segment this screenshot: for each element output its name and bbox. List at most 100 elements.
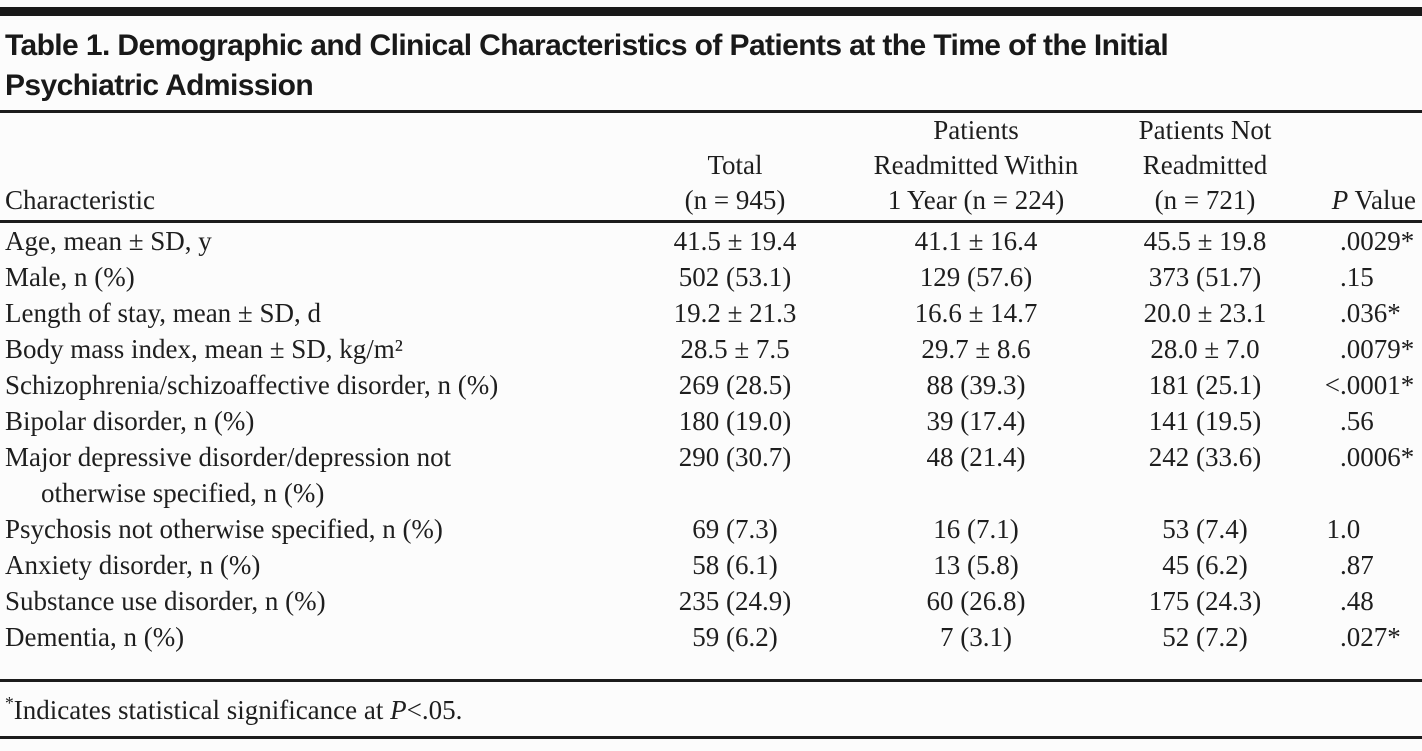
p-value-integer-part: 1 [1326, 514, 1341, 544]
characteristic-cell: Length of stay, mean ± SD, d [5, 298, 322, 328]
total-cell: 58 (6.1) [692, 550, 778, 580]
p-value-decimal-part: .15 [1340, 262, 1374, 292]
characteristic-cell: Bipolar disorder, n (%) [5, 406, 255, 436]
p-value-decimal-part: .027* [1340, 622, 1401, 652]
column-header-p-value: P Value [1310, 113, 1422, 223]
characteristic-cell: Male, n (%) [5, 262, 135, 292]
table-row: Psychosis not otherwise specified, n (%)… [0, 511, 1422, 547]
readmitted-cell: 16.6 ± 14.7 [914, 298, 1038, 328]
table-row: Schizophrenia/schizoaffective disorder, … [0, 367, 1422, 403]
p-value-decimal-part: .87 [1340, 550, 1374, 580]
column-header-total: Total (n = 945) [618, 113, 852, 223]
characteristic-cell: Schizophrenia/schizoaffective disorder, … [5, 370, 499, 400]
not-readmitted-cell: 181 (25.1) [1148, 370, 1262, 400]
p-value-cell: .027* [1310, 619, 1422, 655]
p-value-cell: .036* [1310, 295, 1422, 331]
characteristic-cell: Major depressive disorder/depression not… [5, 442, 452, 508]
characteristics-table: Characteristic Total (n = 945) Patients … [0, 113, 1422, 655]
p-value-cell: .48 [1310, 583, 1422, 619]
footnote-rule [0, 679, 1422, 682]
p-value-label: Value [1348, 185, 1417, 215]
total-cell: 69 (7.3) [692, 514, 778, 544]
not-readmitted-cell: 175 (24.3) [1148, 586, 1262, 616]
table-row: Anxiety disorder, n (%) 58 (6.1) 13 (5.8… [0, 547, 1422, 583]
p-value-cell: .15 [1310, 259, 1422, 295]
table-body: Age, mean ± SD, y 41.5 ± 19.4 41.1 ± 16.… [0, 222, 1422, 656]
p-value-cell: .0079* [1310, 331, 1422, 367]
p-value-cell: .0029* [1310, 222, 1422, 260]
footnote-asterisk: * [5, 693, 14, 713]
footnote-p-symbol: P [390, 695, 407, 725]
readmitted-cell: 29.7 ± 8.6 [921, 334, 1031, 364]
p-value-decimal-part: .0 [1340, 514, 1361, 544]
table-row: Dementia, n (%) 59 (6.2) 7 (3.1) 52 (7.2… [0, 619, 1422, 655]
characteristic-cell: Age, mean ± SD, y [5, 226, 212, 256]
p-value-decimal-part: .48 [1340, 586, 1374, 616]
table-row: Bipolar disorder, n (%) 180 (19.0) 39 (1… [0, 403, 1422, 439]
p-symbol: P [1331, 185, 1349, 215]
table-row: Age, mean ± SD, y 41.5 ± 19.4 41.1 ± 16.… [0, 222, 1422, 260]
table-row: Length of stay, mean ± SD, d 19.2 ± 21.3… [0, 295, 1422, 331]
column-header-not-readmitted: Patients Not Readmitted (n = 721) [1100, 113, 1310, 223]
not-readmitted-cell: 52 (7.2) [1162, 622, 1248, 652]
not-readmitted-cell: 373 (51.7) [1148, 262, 1262, 292]
table-title: Table 1. Demographic and Clinical Charac… [5, 29, 1169, 102]
table-row: Substance use disorder, n (%) 235 (24.9)… [0, 583, 1422, 619]
not-readmitted-cell: 53 (7.4) [1162, 514, 1248, 544]
total-cell: 41.5 ± 19.4 [673, 226, 797, 256]
table-row: Male, n (%) 502 (53.1) 129 (57.6) 373 (5… [0, 259, 1422, 295]
not-readmitted-cell: 141 (19.5) [1148, 406, 1262, 436]
column-header-readmitted: Patients Readmitted Within 1 Year (n = 2… [852, 113, 1100, 223]
bottom-rule [0, 736, 1422, 739]
p-value-decimal-part: .036* [1340, 298, 1401, 328]
not-readmitted-cell: 242 (33.6) [1148, 442, 1262, 472]
not-readmitted-cell: 45 (6.2) [1162, 550, 1248, 580]
p-value-cell: .87 [1310, 547, 1422, 583]
readmitted-cell: 39 (17.4) [926, 406, 1026, 436]
not-readmitted-cell: 28.0 ± 7.0 [1150, 334, 1260, 364]
table-row: Major depressive disorder/depression not… [0, 439, 1422, 511]
readmitted-cell: 48 (21.4) [926, 442, 1026, 472]
p-value-cell: 1.0 [1310, 511, 1422, 547]
p-value-decimal-part: .0006* [1340, 442, 1415, 472]
footnote-threshold: <.05. [406, 695, 463, 725]
total-cell: 269 (28.5) [678, 370, 792, 400]
top-rule-bar [0, 7, 1422, 16]
readmitted-cell: 60 (26.8) [926, 586, 1026, 616]
total-cell: 28.5 ± 7.5 [680, 334, 790, 364]
table-row: Body mass index, mean ± SD, kg/m² 28.5 ±… [0, 331, 1422, 367]
total-cell: 235 (24.9) [678, 586, 792, 616]
characteristic-cell: Dementia, n (%) [5, 622, 185, 652]
not-readmitted-cell: 45.5 ± 19.8 [1143, 226, 1267, 256]
p-value-cell: <.0001* [1310, 367, 1422, 403]
p-value-decimal-part: .56 [1340, 406, 1374, 436]
total-cell: 59 (6.2) [692, 622, 778, 652]
title-rule [0, 110, 1422, 113]
readmitted-cell: 13 (5.8) [933, 550, 1019, 580]
p-value-decimal-part: .0079* [1340, 334, 1415, 364]
footnote: *Indicates statistical significance at P… [0, 682, 1422, 734]
header-row: Characteristic Total (n = 945) Patients … [0, 113, 1422, 223]
characteristic-cell: Psychosis not otherwise specified, n (%) [5, 514, 443, 544]
total-cell: 290 (30.7) [678, 442, 792, 472]
p-value-cell: .0006* [1310, 439, 1422, 511]
footnote-text: Indicates statistical significance at [13, 695, 391, 725]
p-value-integer-part: < [1324, 370, 1340, 400]
readmitted-cell: 7 (3.1) [940, 622, 1012, 652]
total-cell: 502 (53.1) [678, 262, 792, 292]
column-header-characteristic: Characteristic [0, 113, 618, 223]
table-header: Characteristic Total (n = 945) Patients … [0, 113, 1422, 223]
p-value-decimal-part: .0001* [1340, 370, 1415, 400]
readmitted-cell: 16 (7.1) [933, 514, 1019, 544]
characteristic-cell: Anxiety disorder, n (%) [5, 550, 261, 580]
p-value-cell: .56 [1310, 403, 1422, 439]
total-cell: 180 (19.0) [678, 406, 792, 436]
characteristic-cell: Body mass index, mean ± SD, kg/m² [5, 334, 403, 364]
p-value-decimal-part: .0029* [1340, 226, 1415, 256]
readmitted-cell: 88 (39.3) [926, 370, 1026, 400]
characteristic-cell: Substance use disorder, n (%) [5, 586, 326, 616]
not-readmitted-cell: 20.0 ± 23.1 [1143, 298, 1267, 328]
readmitted-cell: 129 (57.6) [919, 262, 1033, 292]
total-cell: 19.2 ± 21.3 [673, 298, 797, 328]
readmitted-cell: 41.1 ± 16.4 [914, 226, 1038, 256]
